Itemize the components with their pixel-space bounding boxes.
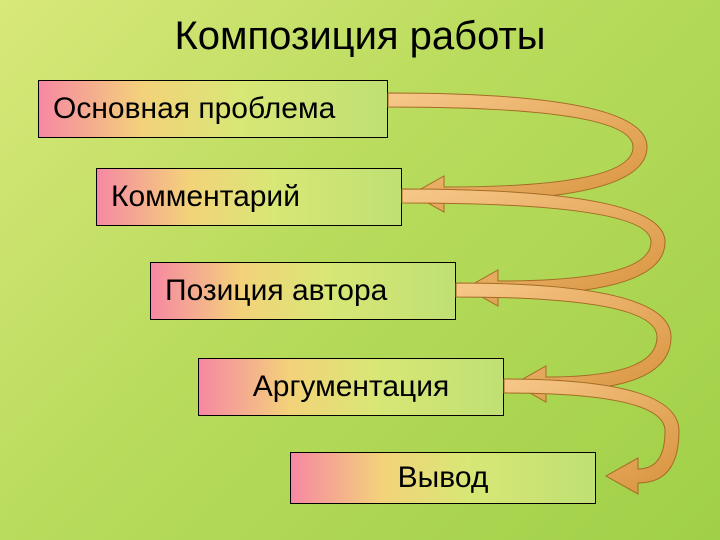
curved-arrow-1 — [388, 93, 647, 212]
box-main-problem: Основная проблема — [38, 80, 388, 138]
page-title: Композиция работы — [0, 14, 720, 59]
box-label: Комментарий — [111, 180, 300, 214]
box-commentary: Комментарий — [96, 168, 402, 226]
box-label: Позиция автора — [165, 274, 387, 308]
box-author-position: Позиция автора — [150, 262, 456, 320]
box-label: Аргументация — [253, 370, 449, 404]
box-label: Основная проблема — [53, 92, 335, 126]
box-label: Вывод — [398, 461, 489, 495]
box-argumentation: Аргументация — [198, 358, 504, 416]
box-conclusion: Вывод — [290, 452, 596, 504]
